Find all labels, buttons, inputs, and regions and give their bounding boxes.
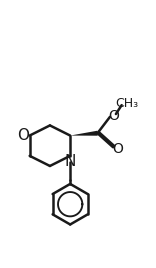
Text: N: N [64, 154, 76, 169]
Text: O: O [113, 142, 124, 155]
Polygon shape [70, 131, 98, 136]
Text: CH₃: CH₃ [116, 97, 139, 110]
Text: O: O [109, 109, 120, 122]
Text: O: O [17, 128, 29, 143]
